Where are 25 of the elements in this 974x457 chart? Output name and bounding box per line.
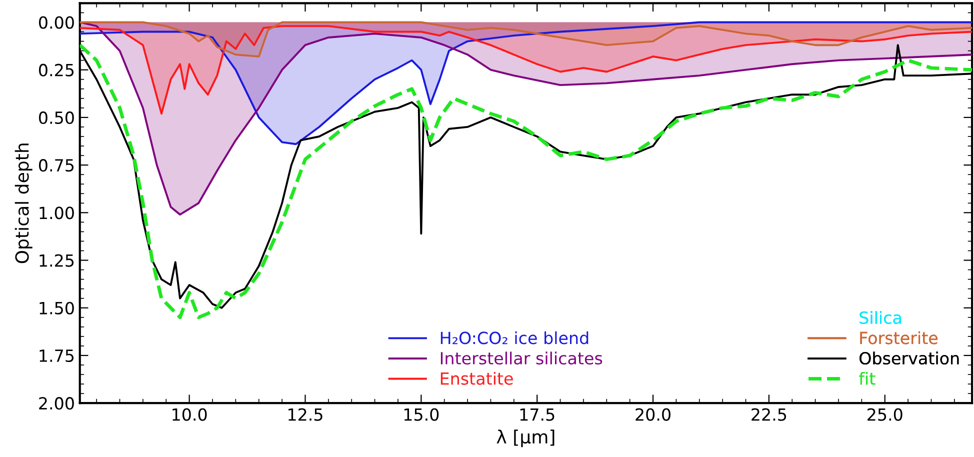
y-tick-label: 1.00 [40,206,74,220]
x-tick-label: 20.0 [636,408,670,421]
x-tick-label: 15.0 [404,408,439,421]
legend-label: fit [859,372,876,385]
y-tick-label: 1.75 [40,350,74,362]
y-tick-label: 1.25 [40,254,74,267]
legend-label: Observation [860,352,959,365]
x-tick-label: 17.5 [520,408,554,421]
legend-label: H₂O:CO₂ ice blend [440,331,588,344]
y-tick-label: 0.00 [38,16,74,29]
x-axis-title: λ [μm] [496,430,554,448]
y-axis-title: Optical depth [14,144,32,264]
y-tick-label: 0.25 [38,64,74,76]
y-tick-label: 1.50 [40,302,74,314]
x-tick-label: 10.0 [172,408,207,421]
y-tick-label: 0.50 [38,111,74,124]
legend-label: Enstatite [440,372,513,385]
legend-label: Silica [860,311,901,324]
legend-label: Forsterite [860,331,938,344]
y-tick-label: 2.00 [39,397,74,410]
x-tick-label: 12.5 [288,408,322,421]
legend-label: Interstellar silicates [440,352,602,365]
x-tick-label: 22.5 [752,408,786,421]
y-tick-label: 0.75 [38,159,74,172]
x-tick-label: 25.0 [868,408,902,421]
